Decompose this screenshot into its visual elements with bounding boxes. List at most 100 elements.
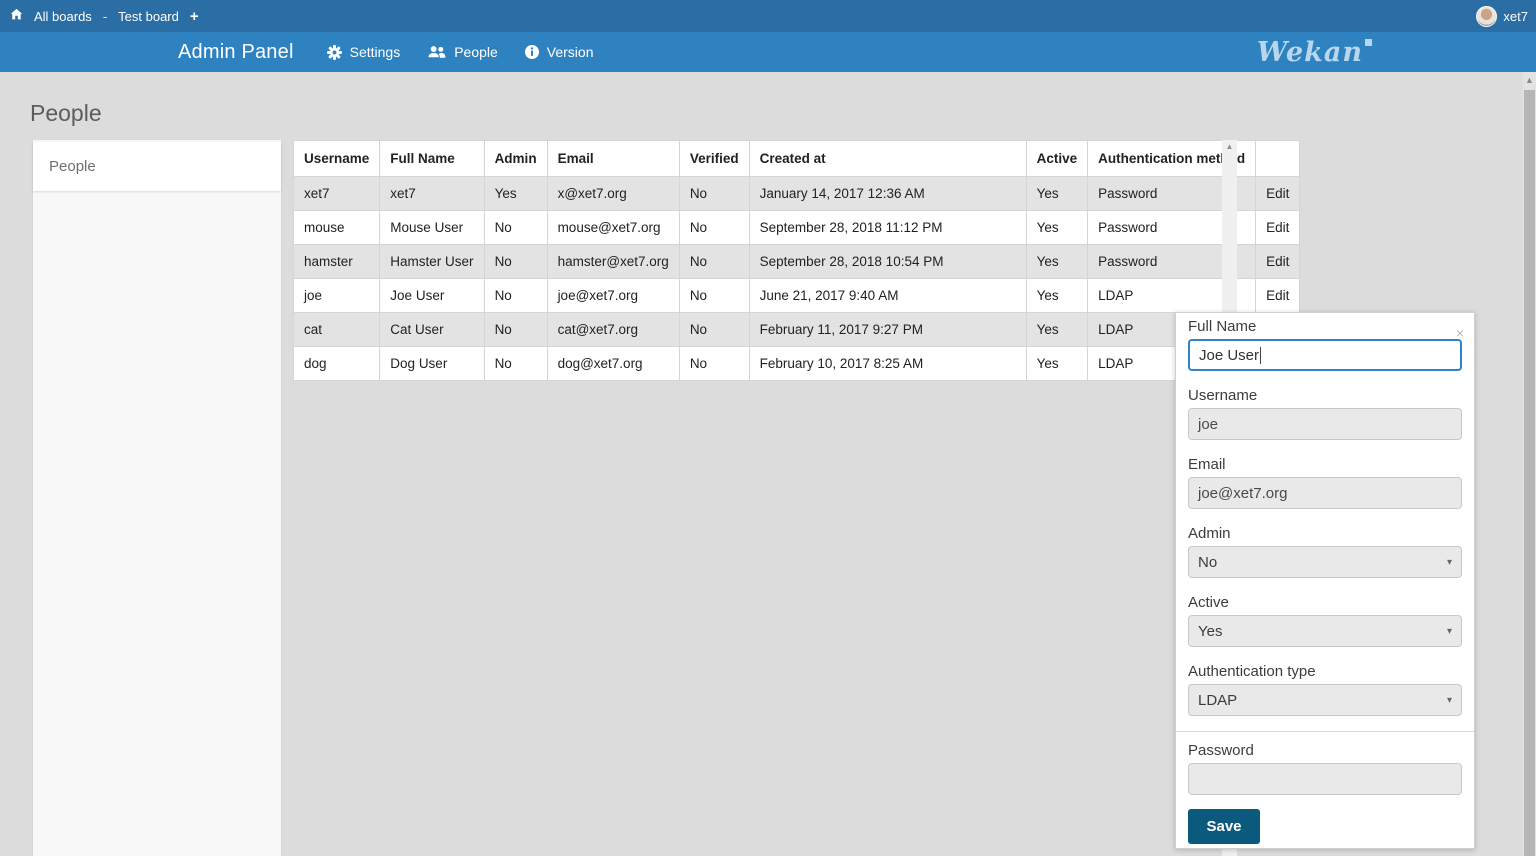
nav-people[interactable]: People bbox=[427, 44, 498, 60]
table-row: mouse Mouse User No mouse@xet7.org No Se… bbox=[292, 210, 1301, 245]
cell-edit: Edit bbox=[1255, 210, 1301, 245]
cell-created-at: June 21, 2017 9:40 AM bbox=[748, 278, 1027, 313]
cell-username: xet7 bbox=[292, 176, 381, 211]
admin-label: Admin bbox=[1188, 525, 1231, 542]
edit-link[interactable]: Edit bbox=[1266, 254, 1290, 269]
sidebar-item-people[interactable]: People bbox=[33, 142, 281, 191]
edit-link[interactable]: Edit bbox=[1266, 186, 1290, 201]
col-admin: Admin bbox=[483, 140, 548, 177]
table-row: hamster Hamster User No hamster@xet7.org… bbox=[292, 244, 1301, 279]
cell-verified: No bbox=[678, 244, 750, 279]
edit-link[interactable]: Edit bbox=[1266, 220, 1290, 235]
cell-active: Yes bbox=[1025, 176, 1089, 211]
cell-created-at: January 14, 2017 12:36 AM bbox=[748, 176, 1027, 211]
scroll-up-icon[interactable]: ▲ bbox=[1225, 142, 1234, 151]
username-field: Username joe bbox=[1188, 387, 1462, 440]
cell-email: cat@xet7.org bbox=[546, 312, 680, 347]
cell-full-name: Hamster User bbox=[379, 244, 485, 279]
cell-verified: No bbox=[678, 176, 750, 211]
username-label: Username bbox=[1188, 387, 1258, 404]
cell-active: Yes bbox=[1025, 244, 1089, 279]
close-icon[interactable]: × bbox=[1455, 325, 1464, 341]
cell-admin: No bbox=[483, 210, 548, 245]
admin-bar: Admin Panel Settings bbox=[0, 32, 1536, 72]
cell-edit: Edit bbox=[1255, 244, 1301, 279]
active-field: Active Yes ▾ bbox=[1188, 594, 1462, 647]
nav-version[interactable]: Version bbox=[524, 44, 594, 60]
table-row: cat Cat User No cat@xet7.org No February… bbox=[292, 312, 1301, 347]
cell-email: x@xet7.org bbox=[546, 176, 680, 211]
username-input: joe bbox=[1188, 408, 1462, 440]
wekan-logo-cube-icon bbox=[1365, 39, 1372, 46]
cell-created-at: February 10, 2017 8:25 AM bbox=[748, 346, 1027, 381]
save-button[interactable]: Save bbox=[1188, 809, 1260, 844]
admin-nav: Settings People bbox=[326, 44, 594, 60]
admin-select[interactable]: No ▾ bbox=[1188, 546, 1462, 578]
email-value: joe@xet7.org bbox=[1198, 484, 1288, 502]
people-icon bbox=[427, 45, 446, 59]
info-icon bbox=[524, 45, 539, 59]
cell-active: Yes bbox=[1025, 346, 1089, 381]
cell-created-at: February 11, 2017 9:27 PM bbox=[748, 312, 1027, 347]
top-bar: All boards - Test board + xet7 bbox=[0, 0, 1536, 32]
nav-settings-label: Settings bbox=[349, 44, 401, 60]
text-cursor bbox=[1260, 346, 1262, 364]
nav-version-label: Version bbox=[546, 44, 594, 60]
home-icon[interactable] bbox=[10, 8, 23, 24]
people-table: Username Full Name Admin Email Verified … bbox=[292, 140, 1301, 381]
cell-edit: Edit bbox=[1255, 278, 1301, 313]
cell-created-at: September 28, 2018 10:54 PM bbox=[748, 244, 1027, 279]
cell-active: Yes bbox=[1025, 312, 1089, 347]
edit-link[interactable]: Edit bbox=[1266, 288, 1290, 303]
cell-admin: No bbox=[483, 346, 548, 381]
scrollbar-thumb[interactable] bbox=[1524, 90, 1535, 856]
col-actions bbox=[1255, 140, 1301, 177]
page-scrollbar[interactable]: ▲ bbox=[1523, 72, 1536, 856]
col-created-at: Created at bbox=[748, 140, 1027, 177]
wekan-logo-text: Wekan bbox=[1256, 37, 1363, 68]
cell-verified: No bbox=[678, 278, 750, 313]
nav-settings[interactable]: Settings bbox=[326, 44, 401, 60]
table-row: xet7 xet7 Yes x@xet7.org No January 14, … bbox=[292, 176, 1301, 211]
col-email: Email bbox=[546, 140, 680, 177]
table-row: dog Dog User No dog@xet7.org No February… bbox=[292, 346, 1301, 381]
active-select-value: Yes bbox=[1198, 622, 1223, 640]
cell-username: cat bbox=[292, 312, 381, 347]
admin-panel-title: Admin Panel bbox=[178, 40, 294, 63]
add-board-icon[interactable]: + bbox=[189, 7, 199, 25]
auth-type-field: Authentication type LDAP ▾ bbox=[1188, 663, 1462, 716]
cell-edit: Edit bbox=[1255, 176, 1301, 211]
col-full-name: Full Name bbox=[379, 140, 485, 177]
breadcrumb-board-name[interactable]: Test board bbox=[118, 8, 179, 24]
password-section: Password Save bbox=[1176, 731, 1474, 844]
full-name-field: Full Name Joe User bbox=[1188, 318, 1462, 371]
password-input[interactable] bbox=[1188, 763, 1462, 795]
full-name-label: Full Name bbox=[1188, 318, 1257, 335]
auth-type-select[interactable]: LDAP ▾ bbox=[1188, 684, 1462, 716]
cell-admin: No bbox=[483, 278, 548, 313]
cell-verified: No bbox=[678, 346, 750, 381]
user-name: xet7 bbox=[1503, 8, 1528, 24]
cell-admin: Yes bbox=[483, 176, 548, 211]
user-menu[interactable]: xet7 bbox=[1476, 0, 1528, 32]
cell-full-name: Cat User bbox=[379, 312, 485, 347]
wekan-logo: Wekan bbox=[1257, 33, 1372, 73]
cell-verified: No bbox=[678, 210, 750, 245]
table-row: joe Joe User No joe@xet7.org No June 21,… bbox=[292, 278, 1301, 313]
cell-username: dog bbox=[292, 346, 381, 381]
cell-full-name: xet7 bbox=[379, 176, 485, 211]
auth-type-select-value: LDAP bbox=[1198, 691, 1238, 709]
breadcrumb-all-boards[interactable]: All boards bbox=[34, 8, 92, 24]
cell-email: hamster@xet7.org bbox=[546, 244, 680, 279]
active-select[interactable]: Yes ▾ bbox=[1188, 615, 1462, 647]
page-title: People bbox=[30, 100, 102, 126]
cell-email: mouse@xet7.org bbox=[546, 210, 680, 245]
cell-full-name: Mouse User bbox=[379, 210, 485, 245]
admin-sidebar: People bbox=[33, 140, 281, 856]
admin-select-value: No bbox=[1198, 553, 1218, 571]
scroll-up-icon[interactable]: ▲ bbox=[1525, 75, 1534, 85]
cell-username: mouse bbox=[292, 210, 381, 245]
full-name-input[interactable]: Joe User bbox=[1188, 339, 1462, 371]
password-label: Password bbox=[1188, 742, 1254, 759]
col-username: Username bbox=[292, 140, 381, 177]
